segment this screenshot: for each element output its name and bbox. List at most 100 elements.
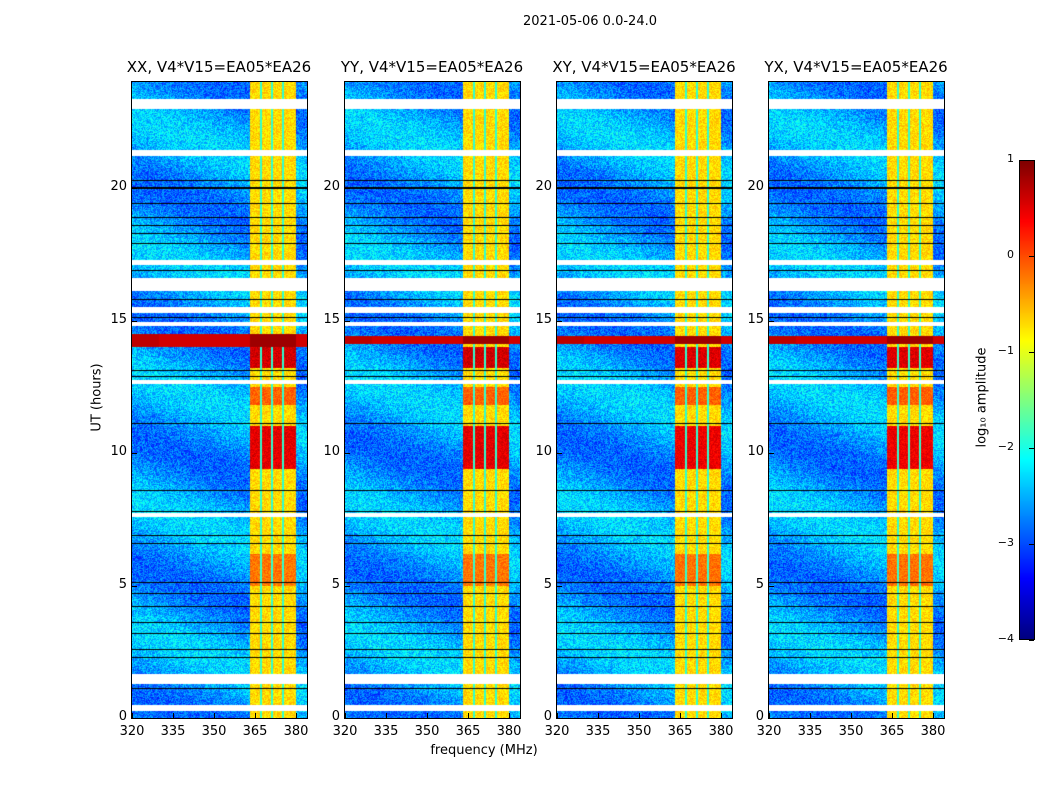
heatmap-image: [132, 82, 307, 718]
x-tick-mark: [769, 713, 770, 718]
y-tick-mark: [345, 320, 350, 322]
colorbar-tick-label: −4: [997, 632, 1014, 645]
panel-title: XX, V4*V15=EA05*EA26: [126, 58, 312, 76]
y-tick-label: 15: [110, 311, 127, 327]
x-tick-mark: [468, 713, 470, 718]
heatmap-panel: [768, 81, 945, 719]
y-tick-label: 20: [110, 179, 127, 194]
x-tick-label: 365: [879, 724, 905, 739]
y-tick-mark: [132, 718, 137, 719]
x-tick-mark: [386, 713, 388, 718]
x-tick-label: 350: [838, 724, 864, 739]
y-tick-label: 5: [755, 576, 764, 592]
x-tick-label: 335: [160, 724, 186, 739]
y-tick-mark: [557, 718, 562, 719]
x-tick-mark: [680, 713, 682, 718]
colorbar-tick-mark: [1029, 256, 1034, 257]
x-tick-label: 320: [332, 724, 358, 739]
colorbar-tick-mark: [1029, 640, 1034, 641]
y-tick-label: 0: [755, 709, 764, 724]
x-tick-label: 320: [756, 724, 782, 739]
x-tick-mark: [255, 713, 257, 718]
x-tick-label: 320: [119, 724, 145, 739]
x-tick-label: 350: [626, 724, 652, 739]
x-tick-mark: [173, 713, 175, 718]
x-tick-label: 350: [414, 724, 440, 739]
x-tick-label: 365: [667, 724, 693, 739]
y-tick-mark: [769, 453, 774, 454]
y-tick-label: 20: [323, 179, 340, 194]
y-tick-mark: [345, 718, 350, 719]
x-tick-label: 380: [496, 724, 522, 739]
x-tick-mark: [810, 713, 812, 718]
y-tick-mark: [345, 188, 350, 189]
colorbar-label: log₁₀ amplitude: [974, 347, 990, 448]
x-tick-label: 335: [585, 724, 611, 739]
y-tick-label: 10: [747, 444, 764, 459]
y-tick-mark: [557, 453, 562, 454]
colorbar-tick-mark: [1029, 448, 1034, 449]
y-tick-label: 20: [535, 179, 552, 194]
y-tick-mark: [132, 453, 137, 454]
y-axis-label: UT (hours): [89, 363, 105, 432]
colorbar-tick-mark: [1029, 352, 1034, 353]
x-tick-label: 335: [797, 724, 823, 739]
x-tick-mark: [132, 713, 133, 718]
y-tick-label: 10: [535, 444, 552, 459]
heatmap-panel: [556, 81, 733, 719]
x-axis-label: frequency (MHz): [430, 743, 538, 758]
x-tick-mark: [933, 713, 935, 718]
y-tick-mark: [769, 320, 774, 322]
y-tick-label: 0: [331, 709, 340, 724]
x-tick-label: 380: [708, 724, 734, 739]
figure-title: 2021-05-06 0.0-24.0: [523, 14, 657, 29]
x-tick-mark: [557, 713, 558, 718]
heatmap-image: [345, 82, 520, 718]
x-tick-mark: [851, 713, 853, 718]
colorbar-tick-label: 1: [1007, 152, 1014, 165]
y-tick-label: 10: [110, 444, 127, 459]
y-tick-label: 15: [323, 311, 340, 327]
y-tick-mark: [769, 585, 774, 587]
x-tick-mark: [214, 713, 216, 718]
colorbar-tick-mark: [1029, 544, 1034, 545]
heatmap-panel: [131, 81, 308, 719]
heatmap-panel: [344, 81, 521, 719]
colorbar-tick-mark: [1029, 160, 1034, 161]
heatmap-image: [557, 82, 732, 718]
y-tick-mark: [132, 188, 137, 189]
y-tick-mark: [345, 453, 350, 454]
y-tick-label: 20: [747, 179, 764, 194]
x-tick-label: 320: [544, 724, 570, 739]
colorbar-tick-label: −2: [997, 440, 1014, 453]
x-tick-mark: [598, 713, 600, 718]
y-tick-mark: [132, 320, 137, 322]
x-tick-label: 380: [920, 724, 946, 739]
y-tick-label: 10: [323, 444, 340, 459]
y-tick-label: 0: [543, 709, 552, 724]
y-tick-label: 0: [118, 709, 127, 724]
x-tick-label: 350: [201, 724, 227, 739]
y-tick-label: 15: [535, 311, 552, 327]
panel-title: YX, V4*V15=EA05*EA26: [764, 58, 948, 76]
x-tick-mark: [639, 713, 641, 718]
x-tick-label: 365: [242, 724, 268, 739]
panel-title: YY, V4*V15=EA05*EA26: [340, 58, 524, 76]
x-tick-label: 365: [455, 724, 481, 739]
x-tick-mark: [296, 713, 298, 718]
x-tick-mark: [509, 713, 511, 718]
y-tick-label: 5: [118, 576, 127, 592]
y-tick-mark: [132, 585, 137, 587]
x-tick-mark: [345, 713, 346, 718]
y-tick-mark: [769, 718, 774, 719]
y-tick-mark: [557, 320, 562, 322]
y-tick-mark: [769, 188, 774, 189]
colorbar-tick-label: −3: [997, 536, 1014, 549]
colorbar-tick-label: 0: [1007, 248, 1014, 261]
colorbar: [1019, 160, 1035, 640]
y-tick-label: 5: [331, 576, 340, 592]
heatmap-image: [769, 82, 944, 718]
x-tick-label: 380: [283, 724, 309, 739]
y-tick-mark: [345, 585, 350, 587]
